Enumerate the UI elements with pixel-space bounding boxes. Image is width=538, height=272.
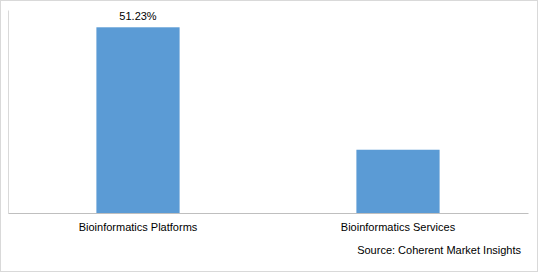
bar (356, 150, 439, 213)
data-labels: 51.23% (119, 10, 157, 22)
chart: Bioinformatics Platforms Bioinformatics S… (0, 0, 538, 272)
x-tick-label: Bioinformatics Services (341, 221, 456, 233)
x-tick-label: Bioinformatics Platforms (79, 221, 198, 233)
x-axis: Bioinformatics Platforms Bioinformatics S… (9, 213, 529, 233)
bar (96, 27, 179, 213)
y-axis-line (8, 11, 9, 214)
y-axis (8, 11, 9, 214)
chart-frame (1, 1, 538, 272)
data-label: 51.23% (119, 10, 157, 22)
bars (96, 27, 439, 213)
source-note: Source: Coherent Market Insights (357, 244, 521, 256)
x-axis-line (9, 213, 529, 214)
x-tick: Bioinformatics Platforms (79, 213, 198, 233)
x-tick: Bioinformatics Services (341, 213, 456, 233)
